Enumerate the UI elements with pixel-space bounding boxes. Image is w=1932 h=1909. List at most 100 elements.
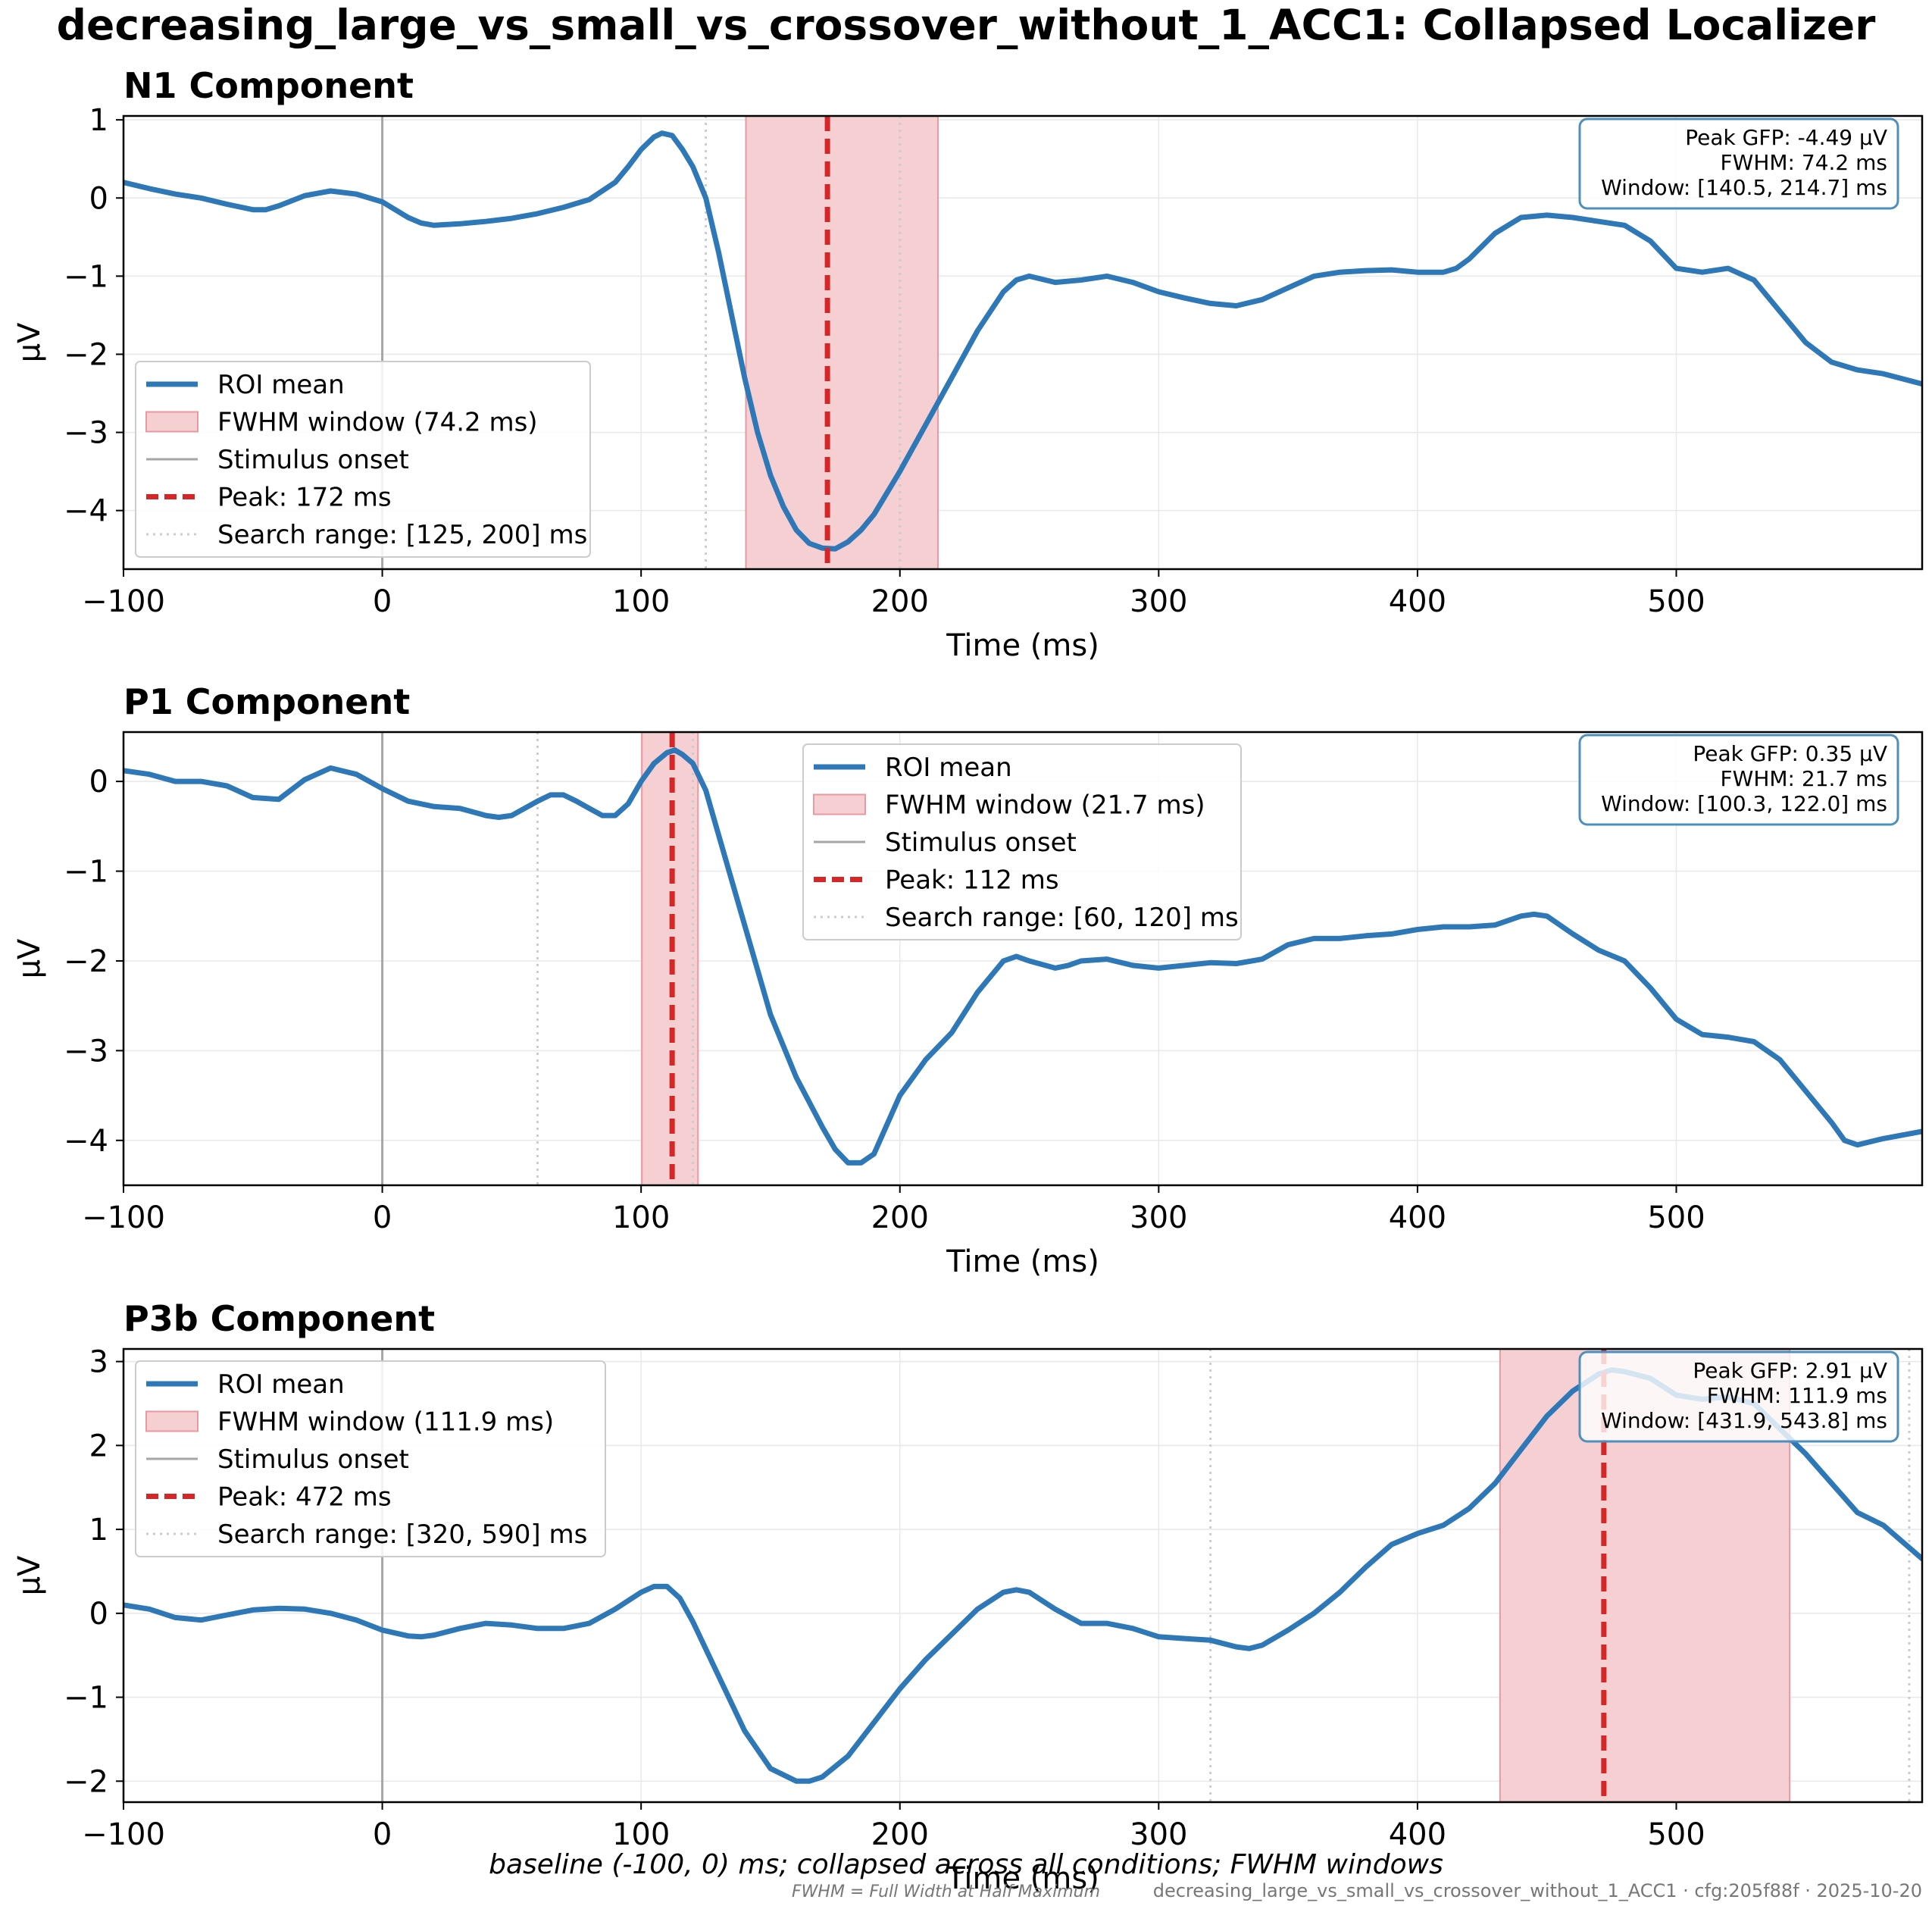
y-tick-label: 0 xyxy=(89,1597,108,1632)
roi-mean-line xyxy=(123,130,1922,552)
y-tick-label: −2 xyxy=(64,337,108,372)
x-tick-label: 400 xyxy=(1389,1200,1446,1235)
y-tick-label: 1 xyxy=(89,103,108,138)
legend-label: ROI mean xyxy=(885,753,1012,783)
x-axis-label: Time (ms) xyxy=(946,1244,1099,1279)
legend-handle-fwhm xyxy=(145,411,199,433)
legend-label: Search range: [60, 120] ms xyxy=(885,903,1239,933)
panel-1: N1 Component −100 0 100 200 300 400 500 1 0 −1 −2 −3… xyxy=(12,65,1924,663)
legend-label: Stimulus onset xyxy=(217,445,409,475)
x-tick-label: 500 xyxy=(1647,1200,1705,1235)
panel-2: P1 Component −100 0 100 200 300 400 500 0 −1 −2 −3 −… xyxy=(12,681,1924,1279)
x-axis-label: Time (ms) xyxy=(946,628,1099,663)
legend: ROI mean FWHM window (111.9 ms) Stimulus o… xyxy=(135,1360,606,1557)
x-tick-label: 500 xyxy=(1647,584,1705,619)
legend-label: FWHM window (21.7 ms) xyxy=(885,790,1205,821)
info-box-frame xyxy=(1578,117,1899,210)
x-tick-label: 0 xyxy=(373,1817,392,1852)
legend-box xyxy=(135,1360,606,1557)
x-tick-label: 100 xyxy=(612,1200,670,1235)
fwhm-window xyxy=(641,732,699,1185)
footnote: FWHM = Full Width at Half Maximum xyxy=(792,1882,1100,1901)
x-tick-label: 0 xyxy=(373,1200,392,1235)
figure-title: decreasing_large_vs_small_vs_crossover_w… xyxy=(57,1,1876,49)
y-tick-label: 3 xyxy=(89,1345,108,1380)
x-tick-label: 300 xyxy=(1130,1200,1187,1235)
y-tick-label: −3 xyxy=(64,1034,108,1069)
legend-label: Peak: 472 ms xyxy=(217,1482,392,1513)
y-tick-label: 2 xyxy=(89,1429,108,1463)
info-line: Window: [100.3, 122.0] ms xyxy=(1601,791,1887,816)
info-box-frame xyxy=(1578,1350,1899,1443)
legend-label: FWHM window (111.9 ms) xyxy=(217,1407,554,1438)
info-line: Peak GFP: -4.49 µV xyxy=(1685,125,1887,150)
fwhm-window xyxy=(745,116,939,569)
x-tick-label: 100 xyxy=(612,584,670,619)
panel-title: N1 Component xyxy=(123,65,414,106)
panel-3: P3b Component −100 0 100 200 300 400 500 3 2 1 0 −1 −… xyxy=(12,1298,1924,1896)
legend-label: Peak: 112 ms xyxy=(885,865,1059,896)
legend-label: ROI mean xyxy=(217,1369,345,1400)
panel-title: P3b Component xyxy=(123,1298,435,1339)
legend-label: FWHM window (74.2 ms) xyxy=(217,408,538,438)
panel-title: P1 Component xyxy=(123,681,410,722)
x-tick-label: 200 xyxy=(871,584,929,619)
plot-area xyxy=(123,732,1922,1185)
x-tick-label: 0 xyxy=(373,584,392,619)
legend-label: Peak: 172 ms xyxy=(217,483,392,513)
info-line: Window: [431.9, 543.8] ms xyxy=(1601,1408,1887,1433)
y-axis-label: µV xyxy=(12,322,47,362)
axes-frame xyxy=(122,114,1924,571)
legend-label: Stimulus onset xyxy=(885,828,1077,858)
legend-label: ROI mean xyxy=(217,370,345,400)
x-tick-label: 200 xyxy=(871,1200,929,1235)
y-tick-label: −1 xyxy=(64,855,108,890)
legend-box xyxy=(135,361,591,558)
x-tick-label: 300 xyxy=(1130,584,1187,619)
legend-label: Search range: [320, 590] ms xyxy=(217,1519,587,1550)
roi-mean-line xyxy=(123,747,1922,1166)
y-tick-label: −3 xyxy=(64,416,108,451)
info-line: Peak GFP: 0.35 µV xyxy=(1693,741,1887,766)
x-tick-label: 400 xyxy=(1389,1817,1446,1852)
x-tick-label: 300 xyxy=(1130,1817,1187,1852)
info-line: FWHM: 21.7 ms xyxy=(1721,766,1887,791)
x-tick-label: 200 xyxy=(871,1817,929,1852)
x-tick-label: 100 xyxy=(612,1817,670,1852)
y-tick-label: 1 xyxy=(89,1513,108,1548)
figure-caption: baseline (-100, 0) ms; collapsed across … xyxy=(489,1849,1443,1880)
y-tick-label: −2 xyxy=(64,944,108,979)
y-tick-label: −1 xyxy=(64,259,108,294)
y-tick-label: −4 xyxy=(64,1124,108,1159)
y-tick-label: 0 xyxy=(89,765,108,800)
x-tick-label: −100 xyxy=(82,1817,165,1852)
info-line: Window: [140.5, 214.7] ms xyxy=(1601,175,1887,200)
y-axis-label: µV xyxy=(12,938,47,978)
y-tick-label: −2 xyxy=(64,1764,108,1799)
x-axis-label: Time (ms) xyxy=(946,1861,1099,1896)
y-tick-label: −4 xyxy=(64,494,108,529)
legend-label: Search range: [125, 200] ms xyxy=(217,520,587,550)
axes-frame xyxy=(122,731,1924,1187)
legend: ROI mean FWHM window (74.2 ms) Stimulus on… xyxy=(135,361,591,558)
y-axis-label: µV xyxy=(12,1555,47,1595)
info-line: Peak GFP: 2.91 µV xyxy=(1693,1358,1887,1383)
legend: ROI mean FWHM window (21.7 ms) Stimulus on… xyxy=(802,743,1242,940)
legend-label: Stimulus onset xyxy=(217,1444,409,1475)
x-tick-label: 400 xyxy=(1389,584,1446,619)
x-tick-label: 500 xyxy=(1647,1817,1705,1852)
x-tick-label: −100 xyxy=(82,584,165,619)
legend-handle-fwhm xyxy=(145,1410,199,1432)
y-tick-label: 0 xyxy=(89,181,108,216)
panels: N1 Component−100 0 100 200 300 400 50010−1−2−3… xyxy=(12,65,1924,1896)
info-line: FWHM: 111.9 ms xyxy=(1707,1383,1887,1408)
legend-handle-fwhm xyxy=(813,793,866,815)
provenance-stamp: decreasing_large_vs_small_vs_crossover_w… xyxy=(1153,1880,1922,1901)
axes-frame xyxy=(122,1347,1924,1804)
info-line: FWHM: 74.2 ms xyxy=(1721,150,1887,175)
info-box-frame xyxy=(1578,734,1899,826)
legend-box xyxy=(802,743,1242,940)
